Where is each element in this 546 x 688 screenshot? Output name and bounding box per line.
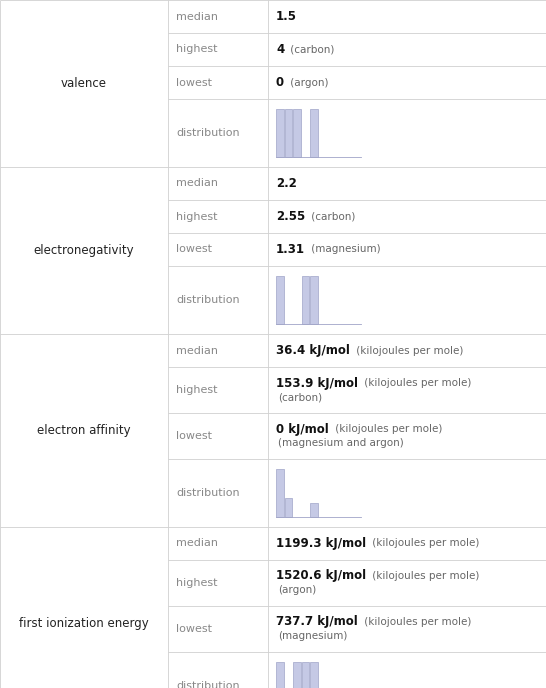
Text: (kilojoules per mole): (kilojoules per mole) xyxy=(332,424,442,434)
Text: highest: highest xyxy=(176,211,217,222)
Text: 2.55: 2.55 xyxy=(276,210,305,223)
Text: distribution: distribution xyxy=(176,295,240,305)
Text: first ionization energy: first ionization energy xyxy=(19,617,149,630)
Text: lowest: lowest xyxy=(176,624,212,634)
Text: highest: highest xyxy=(176,578,217,588)
Bar xyxy=(293,109,301,157)
Text: highest: highest xyxy=(176,45,217,54)
Text: (argon): (argon) xyxy=(278,585,316,595)
Text: 1199.3 kJ/mol: 1199.3 kJ/mol xyxy=(276,537,366,550)
Text: electronegativity: electronegativity xyxy=(34,244,134,257)
Text: electron affinity: electron affinity xyxy=(37,424,131,437)
Text: (kilojoules per mole): (kilojoules per mole) xyxy=(361,617,471,627)
Text: median: median xyxy=(176,539,218,548)
Text: distribution: distribution xyxy=(176,128,240,138)
Bar xyxy=(293,662,301,688)
Text: (kilojoules per mole): (kilojoules per mole) xyxy=(369,571,479,581)
Bar xyxy=(310,662,318,688)
Text: 0: 0 xyxy=(276,76,284,89)
Text: (kilojoules per mole): (kilojoules per mole) xyxy=(361,378,471,388)
Bar xyxy=(284,498,292,517)
Bar xyxy=(276,109,284,157)
Bar xyxy=(301,276,309,324)
Bar xyxy=(310,109,318,157)
Text: distribution: distribution xyxy=(176,488,240,498)
Text: 0 kJ/mol: 0 kJ/mol xyxy=(276,422,329,436)
Text: 1520.6 kJ/mol: 1520.6 kJ/mol xyxy=(276,570,366,583)
Text: valence: valence xyxy=(61,77,107,90)
Text: 1.5: 1.5 xyxy=(276,10,297,23)
Text: 36.4 kJ/mol: 36.4 kJ/mol xyxy=(276,344,350,357)
Bar xyxy=(276,469,284,517)
Text: 4: 4 xyxy=(276,43,284,56)
Text: lowest: lowest xyxy=(176,244,212,255)
Bar xyxy=(276,276,284,324)
Bar xyxy=(284,109,292,157)
Bar xyxy=(310,276,318,324)
Text: (carbon): (carbon) xyxy=(308,211,355,222)
Text: (argon): (argon) xyxy=(287,78,329,87)
Bar xyxy=(301,662,309,688)
Bar xyxy=(310,503,318,517)
Bar xyxy=(276,662,284,688)
Text: lowest: lowest xyxy=(176,78,212,87)
Text: 737.7 kJ/mol: 737.7 kJ/mol xyxy=(276,616,358,629)
Text: (kilojoules per mole): (kilojoules per mole) xyxy=(353,345,463,356)
Text: (carbon): (carbon) xyxy=(278,392,322,402)
Text: (magnesium): (magnesium) xyxy=(308,244,381,255)
Text: median: median xyxy=(176,178,218,189)
Text: 1.31: 1.31 xyxy=(276,243,305,256)
Text: lowest: lowest xyxy=(176,431,212,441)
Text: (kilojoules per mole): (kilojoules per mole) xyxy=(369,539,479,548)
Text: (magnesium): (magnesium) xyxy=(278,631,347,641)
Text: (magnesium and argon): (magnesium and argon) xyxy=(278,438,403,448)
Text: median: median xyxy=(176,345,218,356)
Text: highest: highest xyxy=(176,385,217,395)
Text: 2.2: 2.2 xyxy=(276,177,297,190)
Text: median: median xyxy=(176,12,218,21)
Text: distribution: distribution xyxy=(176,681,240,688)
Text: 153.9 kJ/mol: 153.9 kJ/mol xyxy=(276,376,358,389)
Text: (carbon): (carbon) xyxy=(287,45,335,54)
